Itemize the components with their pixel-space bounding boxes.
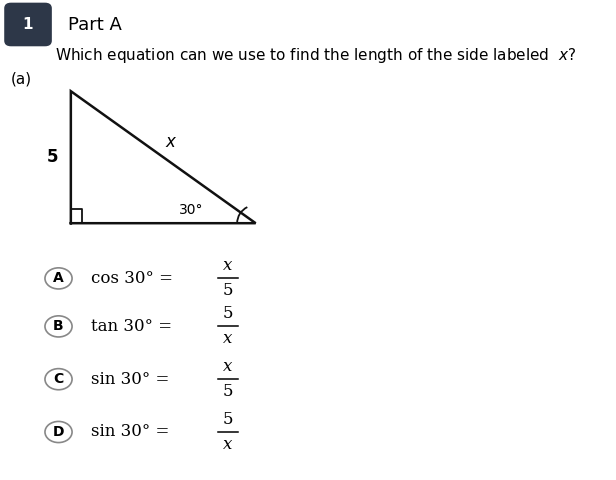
Text: B: B	[53, 319, 64, 334]
Text: tan 30° =: tan 30° =	[91, 318, 177, 335]
Text: x: x	[223, 358, 233, 375]
Text: 30°: 30°	[179, 203, 203, 217]
Text: x: x	[223, 436, 233, 453]
Text: C: C	[54, 372, 63, 386]
Text: sin 30° =: sin 30° =	[91, 371, 175, 388]
FancyBboxPatch shape	[5, 3, 51, 46]
Text: cos 30° =: cos 30° =	[91, 270, 179, 287]
Text: 5: 5	[47, 148, 58, 167]
Text: x: x	[223, 257, 233, 275]
Text: 5: 5	[222, 282, 233, 300]
Text: A: A	[53, 271, 64, 286]
Text: $x$: $x$	[165, 132, 177, 151]
Text: Which equation can we use to find the length of the side labeled  $x$?: Which equation can we use to find the le…	[55, 46, 577, 65]
Text: Part A: Part A	[68, 16, 121, 34]
Text: (a): (a)	[11, 71, 32, 86]
Text: 5: 5	[222, 411, 233, 428]
Text: 5: 5	[222, 305, 233, 323]
Text: sin 30° =: sin 30° =	[91, 423, 175, 441]
Text: x: x	[223, 330, 233, 348]
Text: D: D	[53, 425, 64, 439]
Text: 1: 1	[23, 17, 33, 32]
Text: 5: 5	[222, 383, 233, 400]
